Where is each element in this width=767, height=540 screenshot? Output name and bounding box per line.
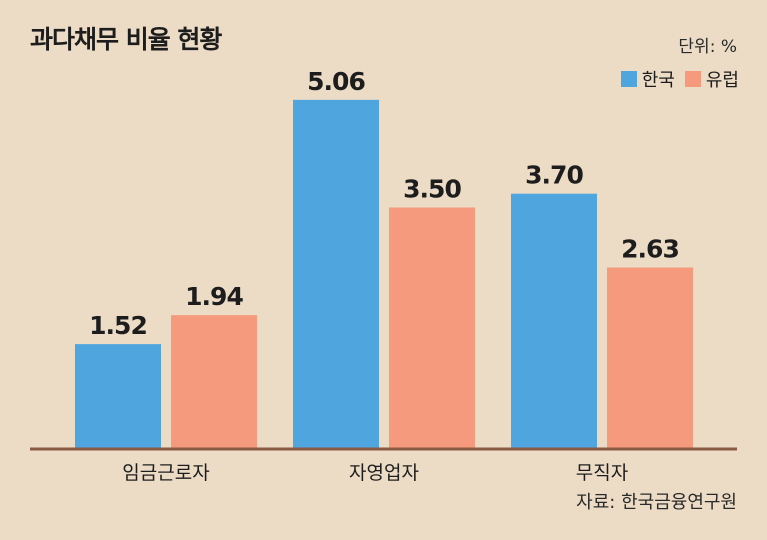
- legend-swatch-korea: [620, 71, 637, 87]
- legend-label-europe: 유럽: [705, 70, 739, 91]
- value-label-korea-2: 3.70: [525, 161, 583, 190]
- chart-title: 과다채무 비율 현황: [30, 25, 222, 54]
- legend-item-europe: 유럽: [684, 66, 739, 92]
- legend-item-korea: 한국: [620, 66, 675, 92]
- legend-label-korea: 한국: [641, 70, 675, 91]
- category-label-2: 무직자: [576, 462, 628, 484]
- legend-swatch-europe: [684, 71, 701, 87]
- bar-europe-2: [607, 267, 693, 449]
- value-label-europe-2: 2.63: [621, 235, 679, 264]
- value-label-korea-1: 5.06: [307, 67, 365, 96]
- bar-europe-1: [389, 207, 475, 449]
- value-label-europe-0: 1.94: [185, 282, 243, 311]
- source-note: 자료: 한국금융연구원: [576, 492, 737, 513]
- bar-korea-1: [293, 99, 379, 450]
- value-label-korea-0: 1.52: [89, 311, 147, 340]
- unit-label: 단위: %: [678, 37, 737, 57]
- category-label-1: 자영업자: [349, 462, 419, 484]
- legend: 한국 유럽: [620, 66, 739, 92]
- value-label-europe-1: 3.50: [403, 175, 461, 204]
- bar-korea-0: [75, 344, 161, 449]
- bar-korea-2: [511, 193, 597, 449]
- category-label-0: 임금근로자: [122, 462, 209, 484]
- bar-europe-0: [171, 315, 257, 449]
